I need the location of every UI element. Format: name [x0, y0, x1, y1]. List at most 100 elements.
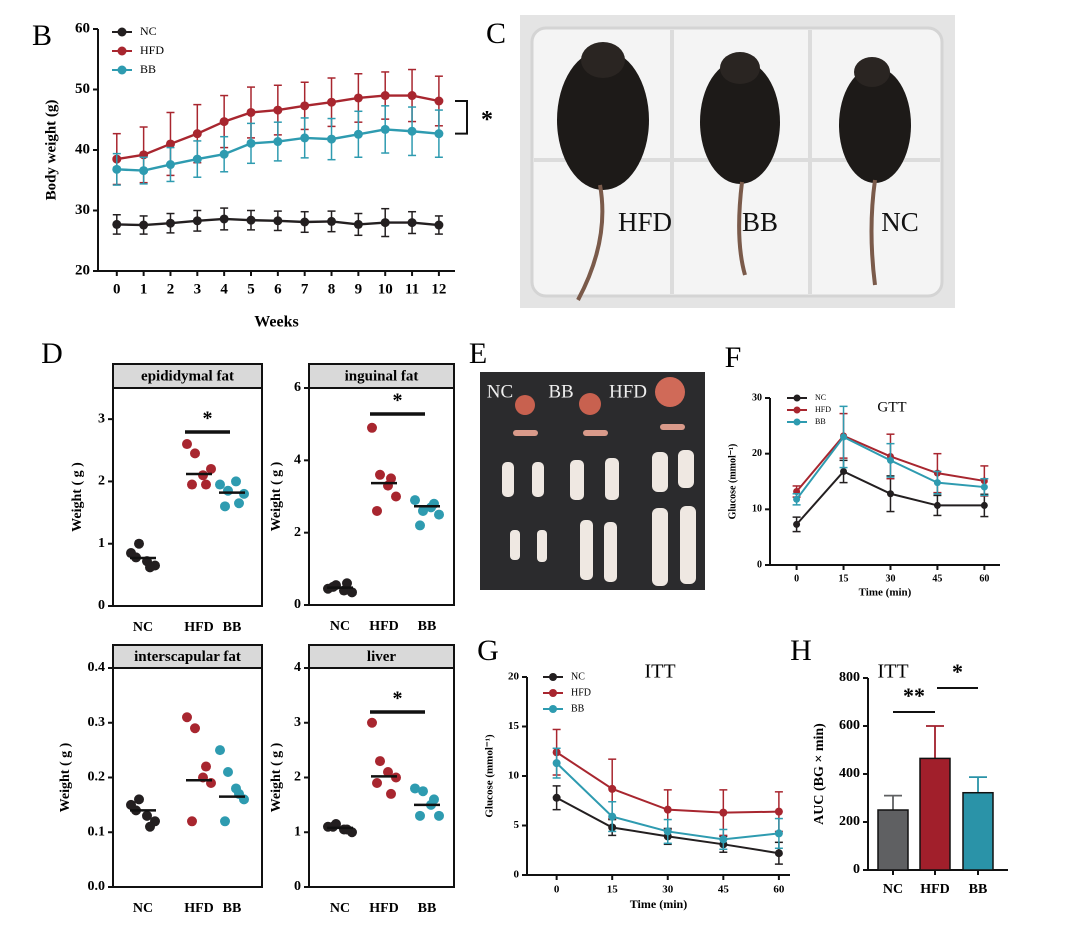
y-axis-label: Body weight (g): [43, 100, 59, 201]
point: [933, 479, 941, 487]
legend-marker: [793, 406, 801, 414]
x-tick-label: NC: [133, 901, 153, 916]
x-tick-label: 60: [979, 573, 989, 584]
point: [552, 793, 561, 802]
legend-marker: [793, 418, 801, 426]
legend-marker: [549, 689, 557, 697]
x-tick-label: 3: [194, 281, 202, 297]
chart: G 0 5 10 15 20 Glucose (mmol⁻¹) ITT 0 15 30 45 60 Tim…: [477, 634, 790, 911]
y-tick-label: 800: [839, 670, 860, 685]
point: [434, 220, 444, 230]
legend-marker: [549, 673, 557, 681]
point: [246, 138, 256, 148]
point: [190, 448, 200, 459]
photo-label: BB: [548, 381, 573, 402]
point: [552, 759, 561, 768]
significance-label: *: [393, 688, 403, 710]
y-axis-label: Weight ( g ): [269, 742, 284, 812]
chart: liver 0 1 2 3 4 Weight ( g ) NC HFD BB *: [269, 644, 455, 916]
panel-letter: G: [477, 634, 499, 667]
point: [139, 166, 149, 176]
point: [418, 505, 428, 516]
point: [182, 439, 192, 450]
y-tick-label: 0: [757, 559, 762, 570]
point: [201, 761, 211, 772]
point: [372, 777, 382, 788]
photo-e: NC BB HFD: [480, 372, 705, 590]
y-tick-label: 20: [75, 262, 90, 278]
point: [165, 160, 175, 170]
y-axis-label: Glucose (mmol⁻¹): [484, 734, 496, 818]
point: [112, 219, 122, 229]
significance-label: *: [952, 659, 963, 684]
point: [273, 137, 283, 147]
x-tick-label: BB: [418, 901, 437, 916]
point: [223, 485, 233, 496]
y-tick-label: 3: [294, 715, 301, 730]
point: [434, 509, 444, 520]
y-tick-label: 4: [294, 453, 301, 468]
point: [410, 783, 420, 794]
x-tick-label: 45: [718, 884, 730, 896]
y-tick-label: 0.4: [88, 660, 106, 675]
point: [231, 476, 241, 487]
y-tick-label: 15: [508, 720, 520, 732]
x-tick-label: 60: [773, 884, 785, 896]
legend-label: BB: [815, 417, 826, 426]
panel-header: [112, 363, 263, 389]
panel-title: interscapular fat: [134, 649, 241, 665]
point: [219, 117, 229, 127]
x-tick-label: HFD: [369, 619, 399, 634]
point: [608, 784, 617, 793]
y-tick-label: 10: [508, 770, 520, 782]
legend-label: NC: [815, 393, 826, 402]
point: [206, 463, 216, 474]
y-tick-label: 20: [508, 671, 520, 683]
x-tick-label: BB: [223, 620, 242, 635]
plot-frame: [112, 667, 263, 888]
x-tick-label: 30: [662, 884, 674, 896]
point: [165, 218, 175, 228]
panel-letter: D: [41, 337, 63, 370]
y-tick-label: 1: [98, 536, 105, 551]
point: [415, 810, 425, 821]
x-axis-label: Weeks: [254, 314, 298, 331]
point: [215, 479, 225, 490]
point: [342, 824, 352, 835]
y-tick-label: 20: [752, 448, 762, 459]
legend-label: NC: [140, 24, 157, 38]
point: [219, 149, 229, 159]
point: [327, 97, 337, 107]
chart: F 0 10 20 30 Glucose (mmol⁻¹) GTT 0 15 30 45 60 Time…: [725, 341, 1000, 599]
point: [192, 154, 202, 164]
plot-frame: [308, 387, 455, 606]
point: [367, 422, 377, 433]
x-tick-label: 1: [140, 281, 148, 297]
point: [145, 821, 155, 832]
point: [327, 216, 337, 226]
point: [273, 216, 283, 226]
point: [793, 495, 801, 503]
point: [434, 129, 444, 139]
point: [134, 794, 144, 805]
point: [192, 216, 202, 226]
point: [793, 520, 801, 528]
significance-label: **: [903, 683, 925, 708]
point: [410, 495, 420, 506]
point: [774, 849, 783, 858]
point: [367, 717, 377, 728]
point: [663, 827, 672, 836]
point: [383, 767, 393, 778]
panel-letter: F: [725, 341, 742, 374]
x-tick-label: BB: [223, 901, 242, 916]
panel-header: [308, 363, 455, 389]
x-tick-label: 0: [794, 573, 799, 584]
x-tick-label: NC: [330, 619, 350, 634]
point: [347, 587, 357, 598]
bar: [919, 757, 951, 871]
point: [139, 220, 149, 230]
panel-header: [308, 644, 455, 669]
x-tick-label: 45: [932, 573, 942, 584]
legend-label: HFD: [571, 687, 591, 698]
